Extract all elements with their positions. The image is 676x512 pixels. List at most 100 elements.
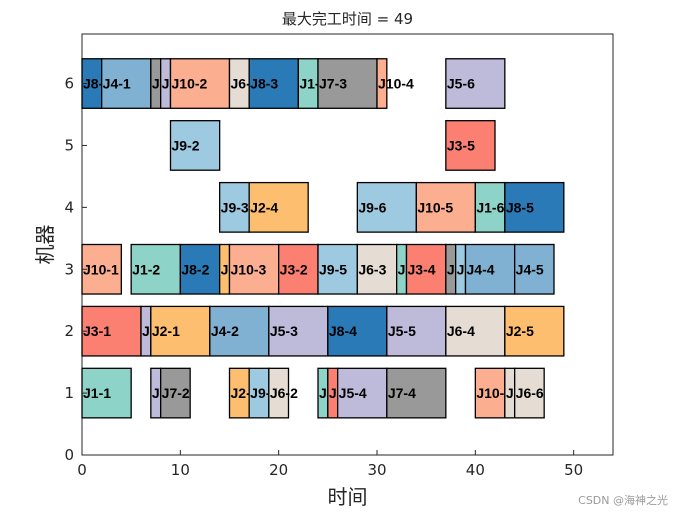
- task-bar-j10-5: J10-5: [415, 181, 476, 233]
- task-bar-j10-4: J10-4: [376, 58, 414, 109]
- task-label: J3-2: [280, 261, 308, 277]
- task-bar-j6-6: J6-6: [514, 367, 545, 419]
- task-rect: [386, 305, 447, 357]
- task-label: J4-1: [103, 76, 131, 92]
- task-bar-j2-1: J2-1: [150, 305, 211, 357]
- task-label: J10-1: [83, 261, 119, 277]
- task-label: J5-6: [447, 76, 475, 92]
- task-label: J8-4: [329, 323, 357, 339]
- x-tick-label: 0: [77, 461, 87, 479]
- task-label: J4-4: [467, 261, 495, 277]
- task-label: J9-3: [221, 199, 249, 215]
- task-label: J5-3: [270, 323, 298, 339]
- task-label: J7-2: [162, 385, 190, 401]
- task-rect: [209, 305, 270, 357]
- task-bar-j6-4: J6-4: [445, 305, 506, 357]
- task-label: J4-2: [211, 323, 239, 339]
- task-label: J9-5: [319, 261, 347, 277]
- bars-layer: J8-1J4-1J7-1J5-1J10-2J6-1J8-3J1-3J7-3J10…: [81, 58, 565, 419]
- task-bar-j8-2: J8-2: [179, 243, 221, 295]
- task-bar-j6-2: J6-2: [268, 367, 298, 419]
- task-rect: [317, 58, 378, 109]
- task-rect: [474, 181, 506, 233]
- task-bar-j9-5: J9-5: [317, 243, 358, 295]
- task-bar-j8-5: J8-5: [504, 181, 565, 233]
- task-rect: [169, 58, 231, 109]
- task-bar-j7-3: J7-3: [317, 58, 378, 109]
- task-bar-j4-5: J4-5: [514, 243, 555, 295]
- x-tick-label: 40: [466, 461, 485, 479]
- task-bar-j10-2: J10-2: [169, 58, 231, 109]
- task-label: J9-2: [172, 137, 200, 153]
- task-bar-j5-3: J5-3: [268, 305, 329, 357]
- task-rect: [268, 367, 290, 419]
- task-bar-j9-6: J9-6: [356, 181, 417, 233]
- task-label: J10-6: [476, 385, 512, 401]
- task-rect: [504, 305, 565, 357]
- task-label: J9-6: [358, 199, 386, 215]
- task-rect: [376, 58, 388, 109]
- task-bar-j9-3: J9-3: [219, 181, 250, 233]
- task-label: J2-1: [152, 323, 180, 339]
- task-bar-j8-3: J8-3: [248, 58, 299, 109]
- y-tick-label: 0: [64, 446, 74, 464]
- task-label: J4-5: [516, 261, 544, 277]
- task-bar-j3-5: J3-5: [445, 120, 496, 171]
- task-label: J8-5: [506, 199, 534, 215]
- y-axis: 0 1 2 3 4 5 6: [64, 75, 87, 464]
- task-bar-j10-6: J10-6: [474, 367, 512, 419]
- task-label: J3-1: [83, 323, 111, 339]
- task-bar-j4-1: J4-1: [101, 58, 152, 109]
- task-rect: [130, 243, 181, 295]
- task-bar-j7-2: J7-2: [160, 367, 191, 419]
- task-rect: [278, 243, 319, 295]
- task-rect: [337, 367, 388, 419]
- task-bar-j4-4: J4-4: [464, 243, 516, 295]
- task-bar-j3-2: J3-2: [278, 243, 319, 295]
- task-rect: [150, 305, 211, 357]
- task-label: J2-5: [506, 323, 534, 339]
- task-label: J5-4: [339, 385, 367, 401]
- x-tick-label: 50: [564, 461, 583, 479]
- task-label: J7-3: [319, 76, 347, 92]
- x-axis-title: 时间: [328, 485, 368, 509]
- chart-title: 最大完工时间 = 49: [282, 10, 413, 28]
- task-rect: [169, 120, 221, 171]
- y-tick-label: 4: [64, 198, 74, 216]
- x-tick-label: 30: [367, 461, 386, 479]
- task-label: J1-1: [83, 385, 111, 401]
- task-label: J3-5: [447, 137, 475, 153]
- task-label: J6-6: [516, 385, 544, 401]
- task-rect: [445, 58, 506, 109]
- task-rect: [248, 181, 309, 233]
- task-bar-j8-4: J8-4: [327, 305, 388, 357]
- task-rect: [514, 243, 555, 295]
- task-label: J1-2: [132, 261, 160, 277]
- task-rect: [356, 181, 417, 233]
- task-label: J5-5: [388, 323, 416, 339]
- task-bar-j5-4: J5-4: [337, 367, 388, 419]
- y-tick-label: 1: [64, 384, 74, 402]
- task-label: J6-4: [447, 323, 475, 339]
- task-label: J6-2: [270, 385, 298, 401]
- task-bar-j10-1: J10-1: [81, 243, 122, 295]
- task-bar-j1-2: J1-2: [130, 243, 181, 295]
- task-rect: [445, 305, 506, 357]
- task-bar-j3-4: J3-4: [405, 243, 447, 295]
- task-bar-j3-1: J3-1: [81, 305, 142, 357]
- task-rect: [514, 367, 545, 419]
- task-bar-j10-3: J10-3: [228, 243, 280, 295]
- task-rect: [386, 367, 447, 419]
- watermark: CSDN @海神之光: [578, 494, 668, 507]
- x-tick-label: 20: [269, 461, 288, 479]
- task-label: J10-5: [417, 199, 453, 215]
- task-bar-j5-5: J5-5: [386, 305, 447, 357]
- task-label: J10-2: [172, 76, 208, 92]
- y-tick-label: 6: [64, 75, 74, 93]
- y-axis-title: 机器: [33, 225, 57, 265]
- task-label: J8-3: [250, 76, 278, 92]
- task-rect: [445, 120, 496, 171]
- task-bar-j2-5: J2-5: [504, 305, 565, 357]
- y-tick-label: 2: [64, 322, 74, 340]
- task-label: J10-4: [378, 76, 414, 92]
